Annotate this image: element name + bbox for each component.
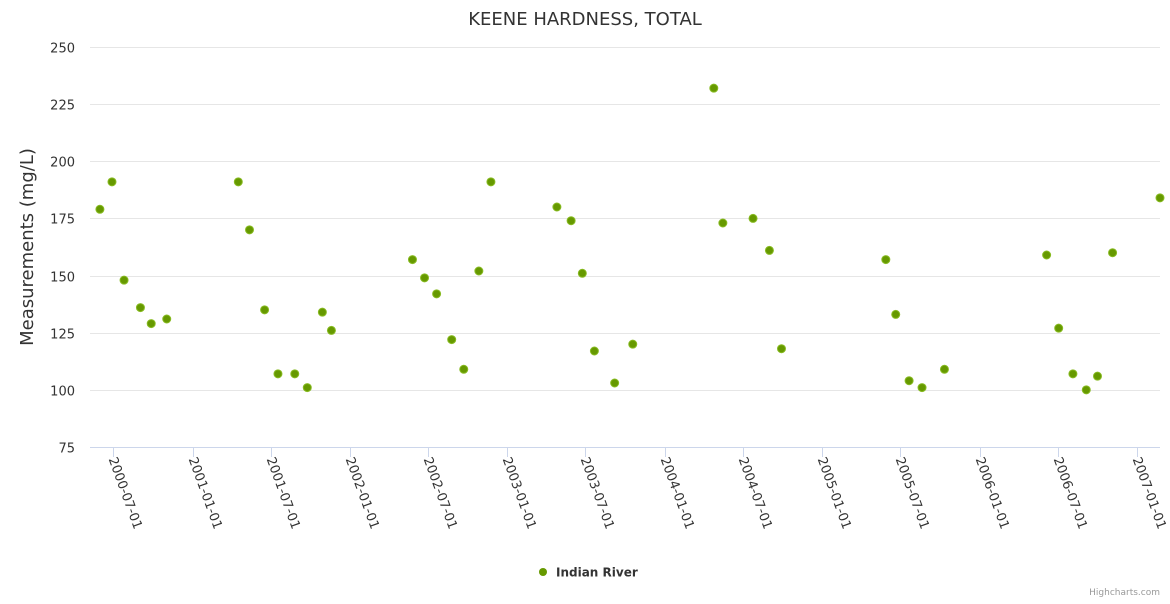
data-point[interactable]	[748, 213, 758, 223]
y-tick-label: 225	[50, 99, 75, 114]
data-point[interactable]	[1042, 250, 1052, 260]
data-point[interactable]	[566, 216, 576, 226]
data-point[interactable]	[474, 266, 484, 276]
data-point[interactable]	[420, 273, 430, 283]
data-point[interactable]	[1155, 193, 1165, 203]
data-point[interactable]	[552, 202, 562, 212]
x-tick-label: 2006-01-01	[972, 455, 1012, 531]
data-point[interactable]	[589, 346, 599, 356]
legend-label: Indian River	[556, 566, 638, 580]
data-point[interactable]	[718, 218, 728, 228]
data-point[interactable]	[302, 383, 312, 393]
x-tick-label: 2004-07-01	[735, 455, 775, 531]
credits-link[interactable]: Highcharts.com	[1089, 588, 1160, 598]
data-point[interactable]	[1092, 371, 1102, 381]
data-point[interactable]	[317, 307, 327, 317]
data-point[interactable]	[290, 369, 300, 379]
data-point[interactable]	[709, 83, 719, 93]
data-point[interactable]	[1108, 248, 1118, 258]
data-point[interactable]	[233, 177, 243, 187]
data-point[interactable]	[486, 177, 496, 187]
x-tick-label: 2006-07-01	[1050, 455, 1090, 531]
data-point[interactable]	[326, 325, 336, 335]
data-point[interactable]	[135, 303, 145, 313]
data-point[interactable]	[260, 305, 270, 315]
y-axis-ticks: 75 100 125 150 175 200 225 250	[50, 42, 75, 457]
data-point[interactable]	[891, 309, 901, 319]
data-point[interactable]	[162, 314, 172, 324]
y-tick-label: 175	[50, 213, 75, 228]
x-tick-label: 2005-07-01	[892, 455, 932, 531]
data-point[interactable]	[776, 344, 786, 354]
x-tick-label: 2003-01-01	[499, 455, 539, 531]
x-tick-label: 2000-07-01	[105, 455, 145, 531]
data-point[interactable]	[459, 364, 469, 374]
x-tick-label: 2005-01-01	[814, 455, 854, 531]
data-point[interactable]	[432, 289, 442, 299]
data-point[interactable]	[1068, 369, 1078, 379]
x-tick-label: 2001-07-01	[263, 455, 303, 531]
y-tick-label: 200	[50, 156, 75, 171]
x-tick-label: 2002-01-01	[342, 455, 382, 531]
y-tick-label: 100	[50, 385, 75, 400]
data-point[interactable]	[107, 177, 117, 187]
data-point[interactable]	[577, 268, 587, 278]
data-point[interactable]	[764, 245, 774, 255]
y-axis-label: Measurements (mg/L)	[17, 148, 38, 346]
x-tick-label: 2007-01-01	[1129, 455, 1169, 531]
gridlines	[90, 47, 1160, 391]
y-tick-label: 125	[50, 328, 75, 343]
data-point[interactable]	[245, 225, 255, 235]
data-point[interactable]	[1054, 323, 1064, 333]
series-indian-river	[95, 83, 1165, 395]
chart-title: KEENE HARDNESS, TOTAL	[468, 9, 702, 30]
x-tick-label: 2004-01-01	[657, 455, 697, 531]
x-tick-label: 2001-01-01	[185, 455, 225, 531]
legend-marker-icon	[539, 568, 547, 576]
y-tick-label: 250	[50, 42, 75, 57]
y-tick-label: 75	[58, 442, 75, 457]
data-point[interactable]	[273, 369, 283, 379]
data-point[interactable]	[95, 204, 105, 214]
data-point[interactable]	[939, 364, 949, 374]
x-axis-ticks: 2000-07-01 2001-01-01 2001-07-01 2002-01-01…	[105, 447, 1169, 531]
x-tick-label: 2002-07-01	[420, 455, 460, 531]
data-point[interactable]	[610, 378, 620, 388]
data-point[interactable]	[628, 339, 638, 349]
data-point[interactable]	[1081, 385, 1091, 395]
data-point[interactable]	[407, 255, 417, 265]
data-point[interactable]	[881, 255, 891, 265]
y-tick-label: 150	[50, 271, 75, 286]
data-point[interactable]	[119, 275, 129, 285]
x-tick-label: 2003-07-01	[577, 455, 617, 531]
data-point[interactable]	[904, 376, 914, 386]
data-point[interactable]	[917, 383, 927, 393]
legend-item-indian-river[interactable]: Indian River	[539, 566, 638, 580]
data-point[interactable]	[146, 319, 156, 329]
data-point[interactable]	[447, 335, 457, 345]
